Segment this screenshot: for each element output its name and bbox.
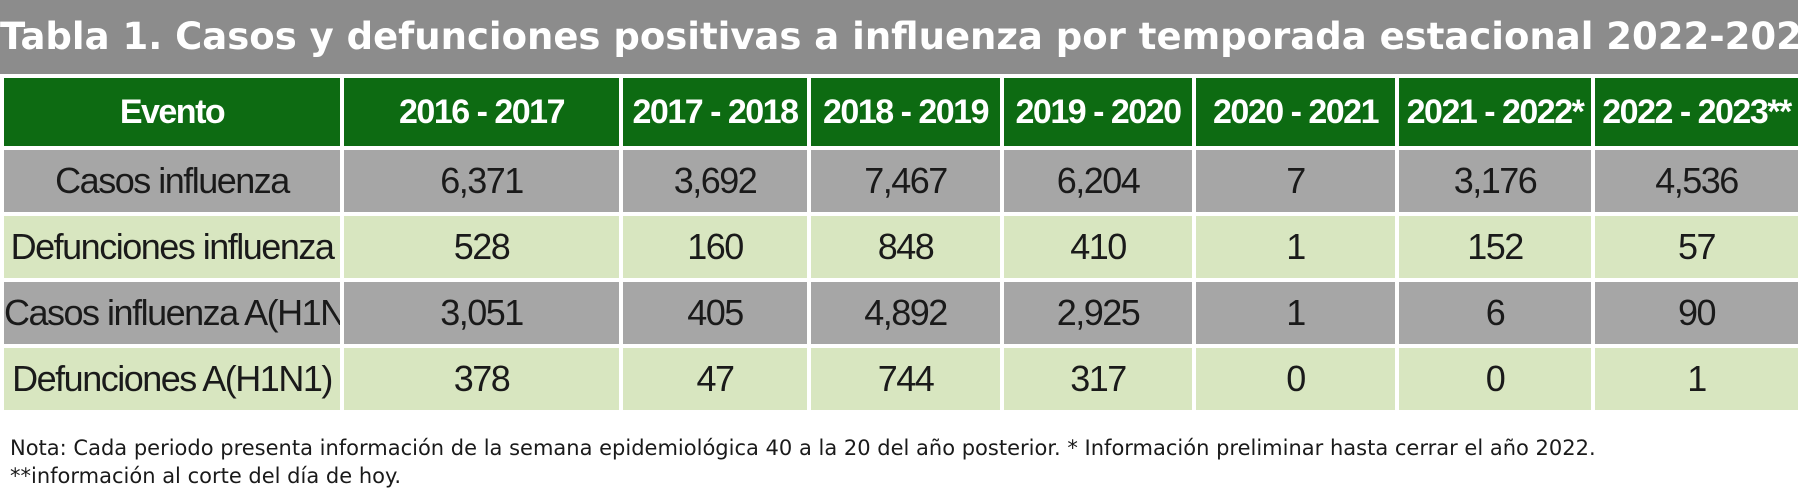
table-cell: 1 (1591, 344, 1798, 414)
header-cell-2017-2018: 2017 - 2018 (619, 74, 811, 150)
header-cell-evento: Evento (0, 74, 344, 150)
table-cell: 6,204 (1000, 146, 1196, 216)
header-cell-2019-2020: 2019 - 2020 (1000, 74, 1196, 150)
table-cell: 57 (1591, 212, 1798, 282)
table-cell: 6,371 (340, 146, 623, 216)
table-cell: 410 (1000, 212, 1196, 282)
table-cell: 6 (1395, 278, 1595, 348)
table-cell: 3,176 (1395, 146, 1595, 216)
table-cell: 528 (340, 212, 623, 282)
header-cell-2018-2019: 2018 - 2019 (807, 74, 1004, 150)
table-cell: 0 (1192, 344, 1399, 414)
header-cell-2021-2022: 2021 - 2022* (1395, 74, 1595, 150)
table-row-casos-h1n1: Casos influenza A(H1N1) 3,051 405 4,892 … (0, 278, 1798, 348)
table-cell: 3,051 (340, 278, 623, 348)
table-cell: 160 (619, 212, 811, 282)
influenza-table: Evento 2016 - 2017 2017 - 2018 2018 - 20… (0, 74, 1798, 414)
footnote-line-1: Nota: Cada periodo presenta información … (10, 436, 1596, 460)
header-row: Evento 2016 - 2017 2017 - 2018 2018 - 20… (0, 74, 1798, 150)
table-row-casos-influenza: Casos influenza 6,371 3,692 7,467 6,204 … (0, 146, 1798, 216)
footnote-line-2: **información al corte del día de hoy. (10, 464, 402, 488)
header-cell-2020-2021: 2020 - 2021 (1192, 74, 1399, 150)
table-row-defunciones-influenza: Defunciones influenza 528 160 848 410 1 … (0, 212, 1798, 282)
table-cell: 47 (619, 344, 811, 414)
table-cell: 405 (619, 278, 811, 348)
header-cell-2022-2023: 2022 - 2023** (1591, 74, 1798, 150)
table-title: Tabla 1. Casos y defunciones positivas a… (0, 0, 1798, 74)
table-cell: 7 (1192, 146, 1399, 216)
header-cell-2016-2017: 2016 - 2017 (340, 74, 623, 150)
row-label: Defunciones influenza (0, 212, 344, 282)
table-cell: 4,892 (807, 278, 1004, 348)
table-cell: 848 (807, 212, 1004, 282)
table-cell: 1 (1192, 212, 1399, 282)
table-cell: 4,536 (1591, 146, 1798, 216)
table-cell: 317 (1000, 344, 1196, 414)
table-cell: 7,467 (807, 146, 1004, 216)
table-cell: 0 (1395, 344, 1595, 414)
table-cell: 744 (807, 344, 1004, 414)
row-label: Casos influenza A(H1N1) (0, 278, 344, 348)
table-cell: 90 (1591, 278, 1798, 348)
table-cell: 378 (340, 344, 623, 414)
table-row-defunciones-h1n1: Defunciones A(H1N1) 378 47 744 317 0 0 1 (0, 344, 1798, 414)
row-label: Casos influenza (0, 146, 344, 216)
footnote: Nota: Cada periodo presenta información … (10, 434, 1790, 490)
table-cell: 3,692 (619, 146, 811, 216)
table-cell: 152 (1395, 212, 1595, 282)
table-cell: 2,925 (1000, 278, 1196, 348)
table-cell: 1 (1192, 278, 1399, 348)
row-label: Defunciones A(H1N1) (0, 344, 344, 414)
